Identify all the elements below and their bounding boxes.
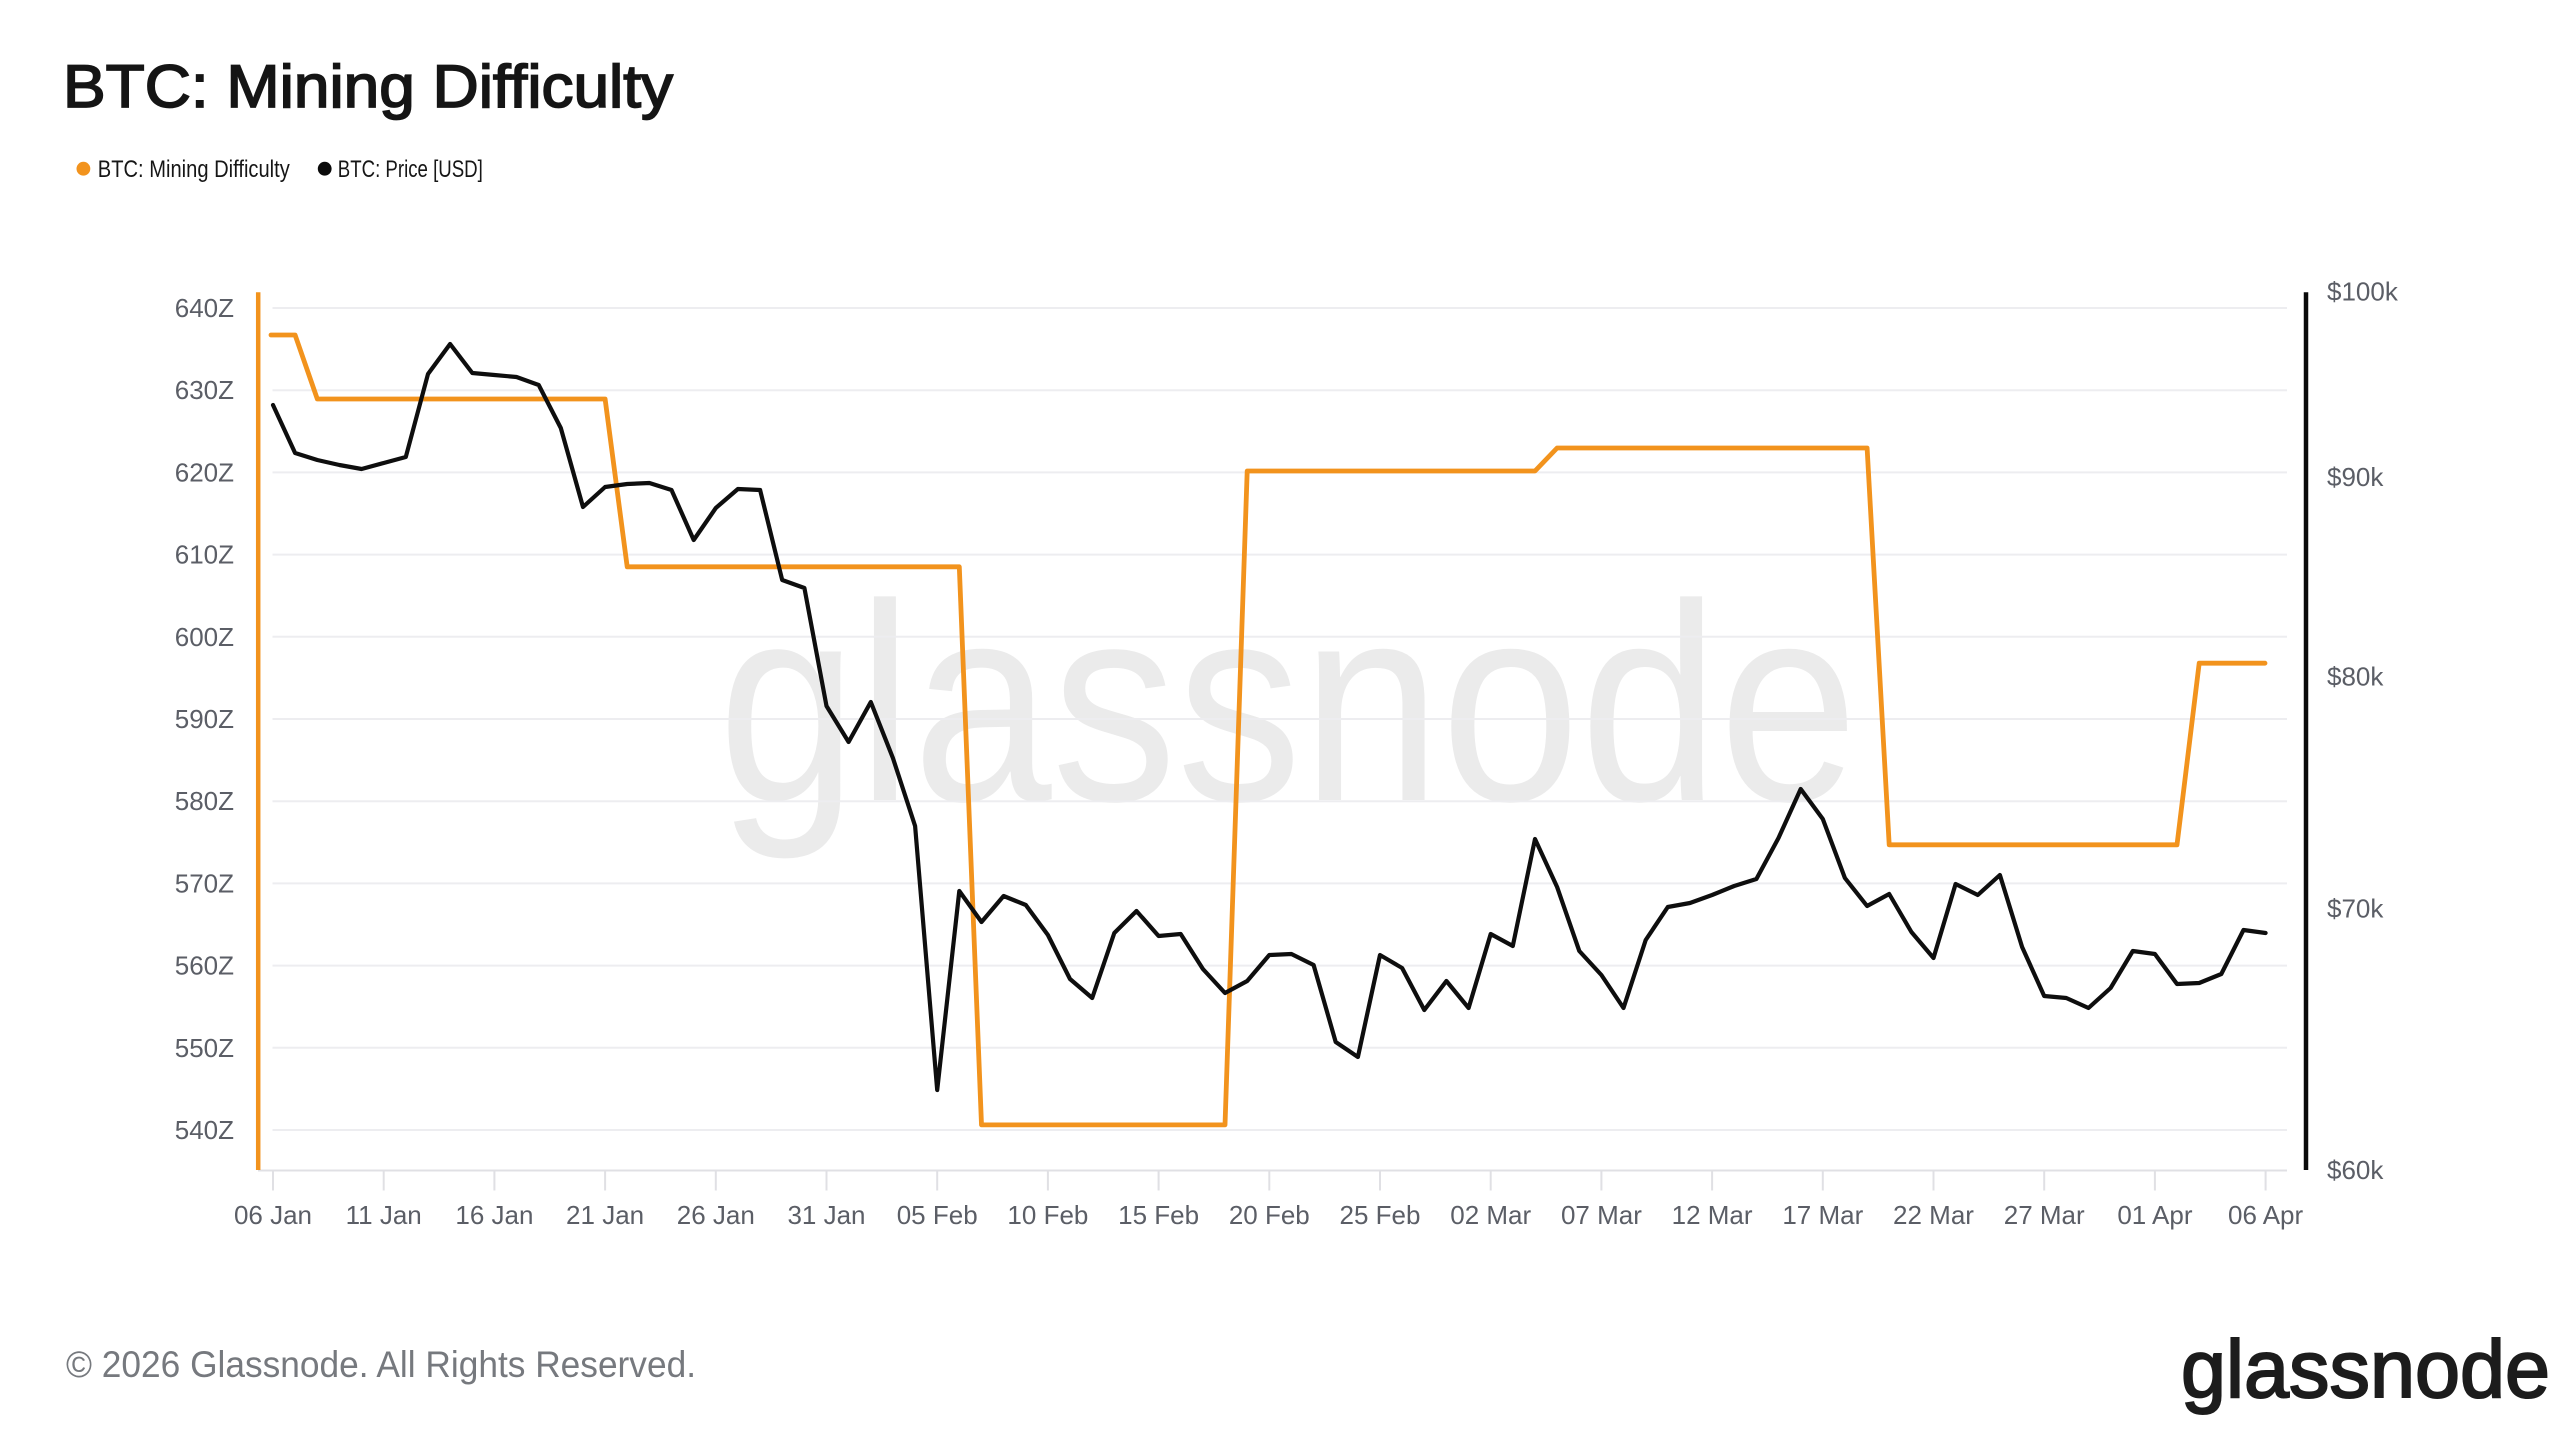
svg-text:BTC: Mining Difficulty: BTC: Mining Difficulty (63, 53, 673, 120)
svg-text:20 Feb: 20 Feb (1229, 1200, 1310, 1230)
svg-text:560Z: 560Z (175, 951, 234, 981)
svg-text:$100k: $100k (2327, 276, 2399, 306)
svg-text:05 Feb: 05 Feb (897, 1200, 978, 1230)
svg-text:15 Feb: 15 Feb (1118, 1200, 1199, 1230)
svg-text:610Z: 610Z (175, 540, 234, 570)
svg-text:27 Mar: 27 Mar (2004, 1200, 2085, 1230)
svg-text:glassnode: glassnode (718, 546, 1858, 861)
svg-text:640Z: 640Z (175, 293, 234, 323)
svg-text:570Z: 570Z (175, 868, 234, 898)
svg-text:$80k: $80k (2327, 661, 2384, 691)
svg-text:590Z: 590Z (175, 704, 234, 734)
svg-text:22 Mar: 22 Mar (1893, 1200, 1974, 1230)
svg-text:25 Feb: 25 Feb (1340, 1200, 1421, 1230)
svg-text:$70k: $70k (2327, 893, 2384, 923)
svg-text:07 Mar: 07 Mar (1561, 1200, 1642, 1230)
svg-text:31 Jan: 31 Jan (787, 1200, 865, 1230)
svg-text:600Z: 600Z (175, 622, 234, 652)
svg-text:06 Apr: 06 Apr (2228, 1200, 2304, 1230)
svg-text:17 Mar: 17 Mar (1782, 1200, 1863, 1230)
svg-text:01 Apr: 01 Apr (2117, 1200, 2193, 1230)
svg-text:06 Jan: 06 Jan (234, 1200, 312, 1230)
svg-text:580Z: 580Z (175, 786, 234, 816)
svg-text:630Z: 630Z (175, 375, 234, 405)
svg-text:540Z: 540Z (175, 1115, 234, 1145)
svg-text:26 Jan: 26 Jan (677, 1200, 755, 1230)
svg-text:glassnode: glassnode (2181, 1324, 2550, 1415)
svg-text:12 Mar: 12 Mar (1672, 1200, 1753, 1230)
svg-text:10 Feb: 10 Feb (1007, 1200, 1088, 1230)
svg-text:BTC: Price [USD]: BTC: Price [USD] (338, 156, 483, 183)
svg-text:02 Mar: 02 Mar (1450, 1200, 1531, 1230)
svg-text:620Z: 620Z (175, 457, 234, 487)
svg-text:BTC: Mining Difficulty: BTC: Mining Difficulty (98, 156, 290, 183)
svg-text:16 Jan: 16 Jan (455, 1200, 533, 1230)
svg-text:11 Jan: 11 Jan (346, 1200, 422, 1230)
svg-text:© 2026 Glassnode. All Rights R: © 2026 Glassnode. All Rights Reserved. (66, 1344, 696, 1385)
svg-text:$90k: $90k (2327, 462, 2384, 492)
svg-text:$60k: $60k (2327, 1155, 2384, 1185)
svg-text:550Z: 550Z (175, 1033, 234, 1063)
svg-text:21 Jan: 21 Jan (566, 1200, 644, 1230)
